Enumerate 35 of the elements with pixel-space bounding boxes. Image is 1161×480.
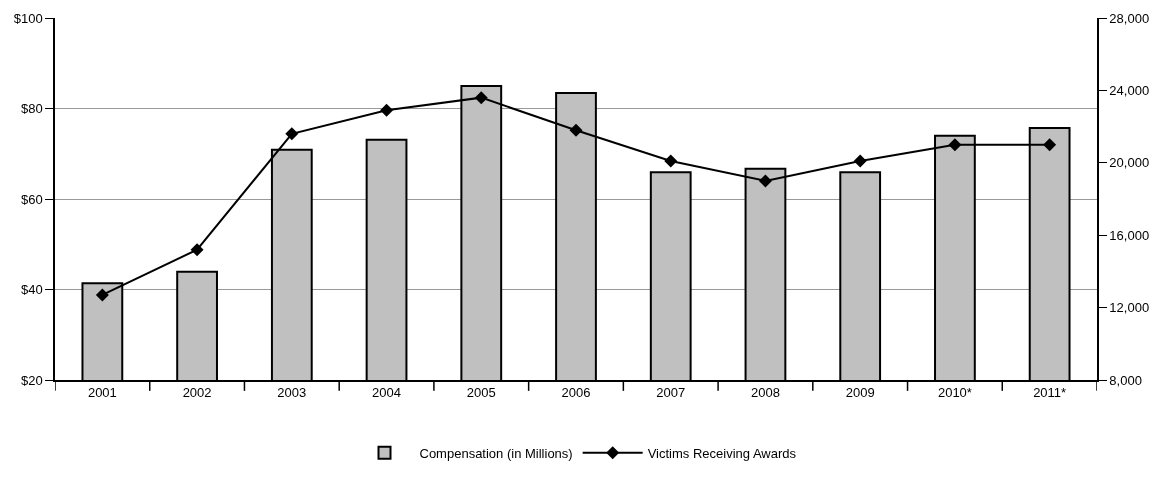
x-tick-label: 2008 xyxy=(750,385,780,401)
x-tick-label: 2010* xyxy=(937,385,972,401)
x-tick-label: 2006 xyxy=(561,385,591,401)
x-tick-label: 2003 xyxy=(277,385,307,401)
y2-tick-label: 24,000 xyxy=(1109,82,1150,98)
point xyxy=(190,243,204,257)
y-tick-label: $20 xyxy=(20,372,43,388)
y-tick-label: $80 xyxy=(20,101,43,117)
y2-tick-label: 16,000 xyxy=(1109,227,1150,243)
point xyxy=(95,288,109,302)
point xyxy=(853,154,867,168)
x-tick-label: 2002 xyxy=(182,385,212,401)
x-tick-label: 2001 xyxy=(87,385,117,401)
point xyxy=(664,154,678,168)
x-tick-label: 2007 xyxy=(656,385,686,401)
x-tick-label: 2005 xyxy=(466,385,496,401)
y2-tick-label: 8,000 xyxy=(1109,372,1142,388)
y-tick-label: $100 xyxy=(13,10,43,26)
point xyxy=(758,174,772,188)
point xyxy=(948,138,962,152)
x-tick-label: 2004 xyxy=(372,385,402,401)
y2-tick-label: 20,000 xyxy=(1109,155,1150,171)
point xyxy=(569,123,583,137)
y-tick-label: $40 xyxy=(20,282,43,298)
y2-tick-label: 12,000 xyxy=(1109,300,1150,316)
point xyxy=(285,127,299,141)
point xyxy=(380,103,394,117)
y-tick-label: $60 xyxy=(20,191,43,207)
point xyxy=(474,91,488,105)
point xyxy=(1043,138,1057,152)
y2-tick-label: 28,000 xyxy=(1109,10,1150,26)
x-tick-label: 2009 xyxy=(845,385,875,401)
legend-label: Victims Receiving Awards xyxy=(647,445,797,461)
x-tick-label: 2011* xyxy=(1033,385,1067,401)
legend-label: Compensation (in Millions) xyxy=(419,445,573,461)
